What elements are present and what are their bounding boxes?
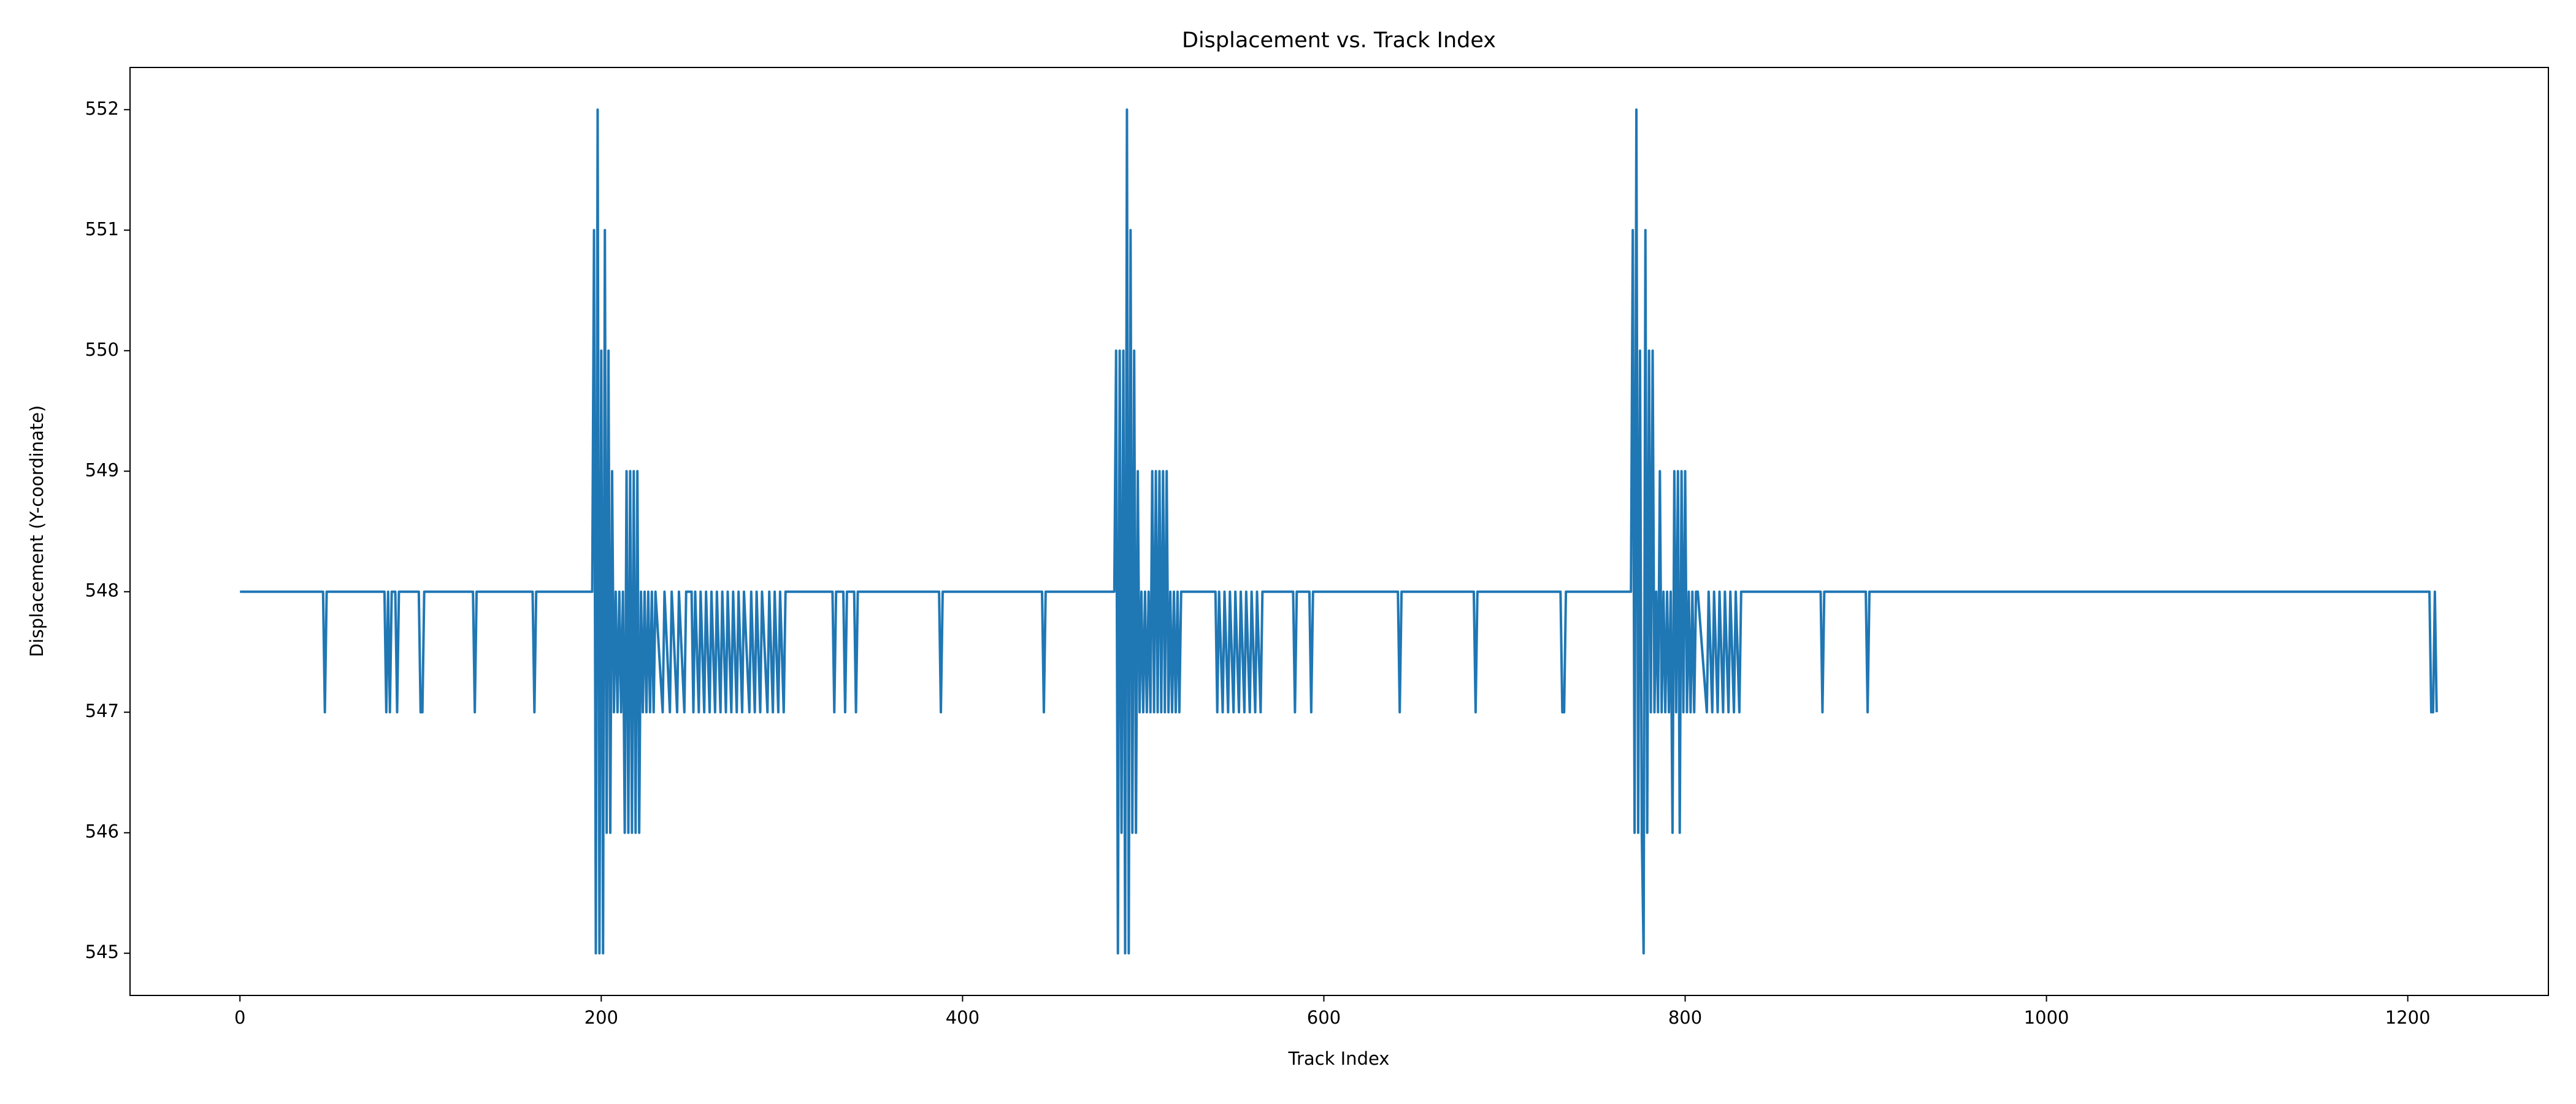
x-tick-label: 1000: [2024, 1007, 2069, 1028]
data-line: [240, 108, 2438, 955]
axes-frame: [129, 67, 2549, 996]
y-tick-label: 548: [85, 580, 119, 601]
x-tick-label: 1200: [2385, 1007, 2431, 1028]
y-tick-label: 545: [85, 941, 119, 962]
x-tick-label: 0: [234, 1007, 245, 1028]
x-tick-label: 600: [1307, 1007, 1341, 1028]
y-tick-label: 549: [85, 459, 119, 480]
y-tick-label: 550: [85, 339, 119, 360]
y-tick-label: 546: [85, 821, 119, 842]
x-tick-label: 800: [1668, 1007, 1702, 1028]
y-tick-label: 551: [85, 218, 119, 239]
y-tick-label: 552: [85, 98, 119, 119]
y-axis-label: Displacement (Y-coordinate): [26, 405, 47, 657]
chart-title: Displacement vs. Track Index: [1182, 28, 1496, 53]
x-tick-label: 400: [946, 1007, 979, 1028]
x-tick-label: 200: [585, 1007, 618, 1028]
y-tick-label: 547: [85, 700, 119, 721]
x-axis-label: Track Index: [1288, 1048, 1390, 1069]
